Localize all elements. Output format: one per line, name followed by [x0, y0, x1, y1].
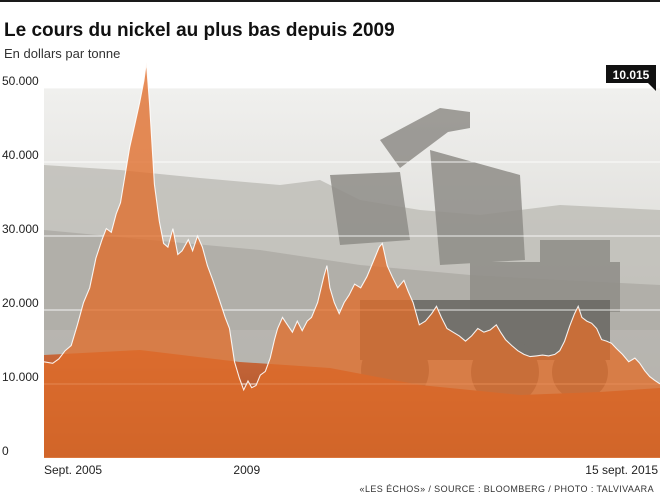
x-tick-label: 15 sept. 2015 — [585, 463, 658, 477]
source-credit: «LES ÉCHOS» / SOURCE : BLOOMBERG / PHOTO… — [359, 484, 654, 494]
y-tick-label: 0 — [2, 444, 9, 458]
top-rule — [0, 0, 660, 2]
last-value-pointer — [648, 83, 656, 91]
page-subtitle: En dollars par tonne — [4, 46, 121, 61]
price-line — [43, 62, 660, 392]
last-value-label: 10.015 — [613, 68, 650, 82]
x-tick-label: 2009 — [233, 463, 260, 477]
y-tick-label: 40.000 — [2, 148, 39, 162]
y-tick-label: 20.000 — [2, 296, 39, 310]
price-area — [44, 62, 660, 458]
page-title: Le cours du nickel au plus bas depuis 20… — [4, 20, 395, 41]
x-tick-label: Sept. 2005 — [44, 463, 102, 477]
y-tick-label: 30.000 — [2, 222, 39, 236]
last-value-badge — [606, 65, 656, 83]
x-axis-tick-labels: Sept. 2005 2009 15 sept. 2015 — [44, 463, 658, 477]
y-tick-label: 50.000 — [2, 74, 39, 88]
last-value-callout: 10.015 — [606, 65, 656, 91]
y-tick-label: 10.000 — [2, 370, 39, 384]
price-area-group — [43, 62, 660, 458]
y-axis-tick-labels: 0 10.000 20.000 30.000 40.000 50.000 — [2, 74, 39, 458]
